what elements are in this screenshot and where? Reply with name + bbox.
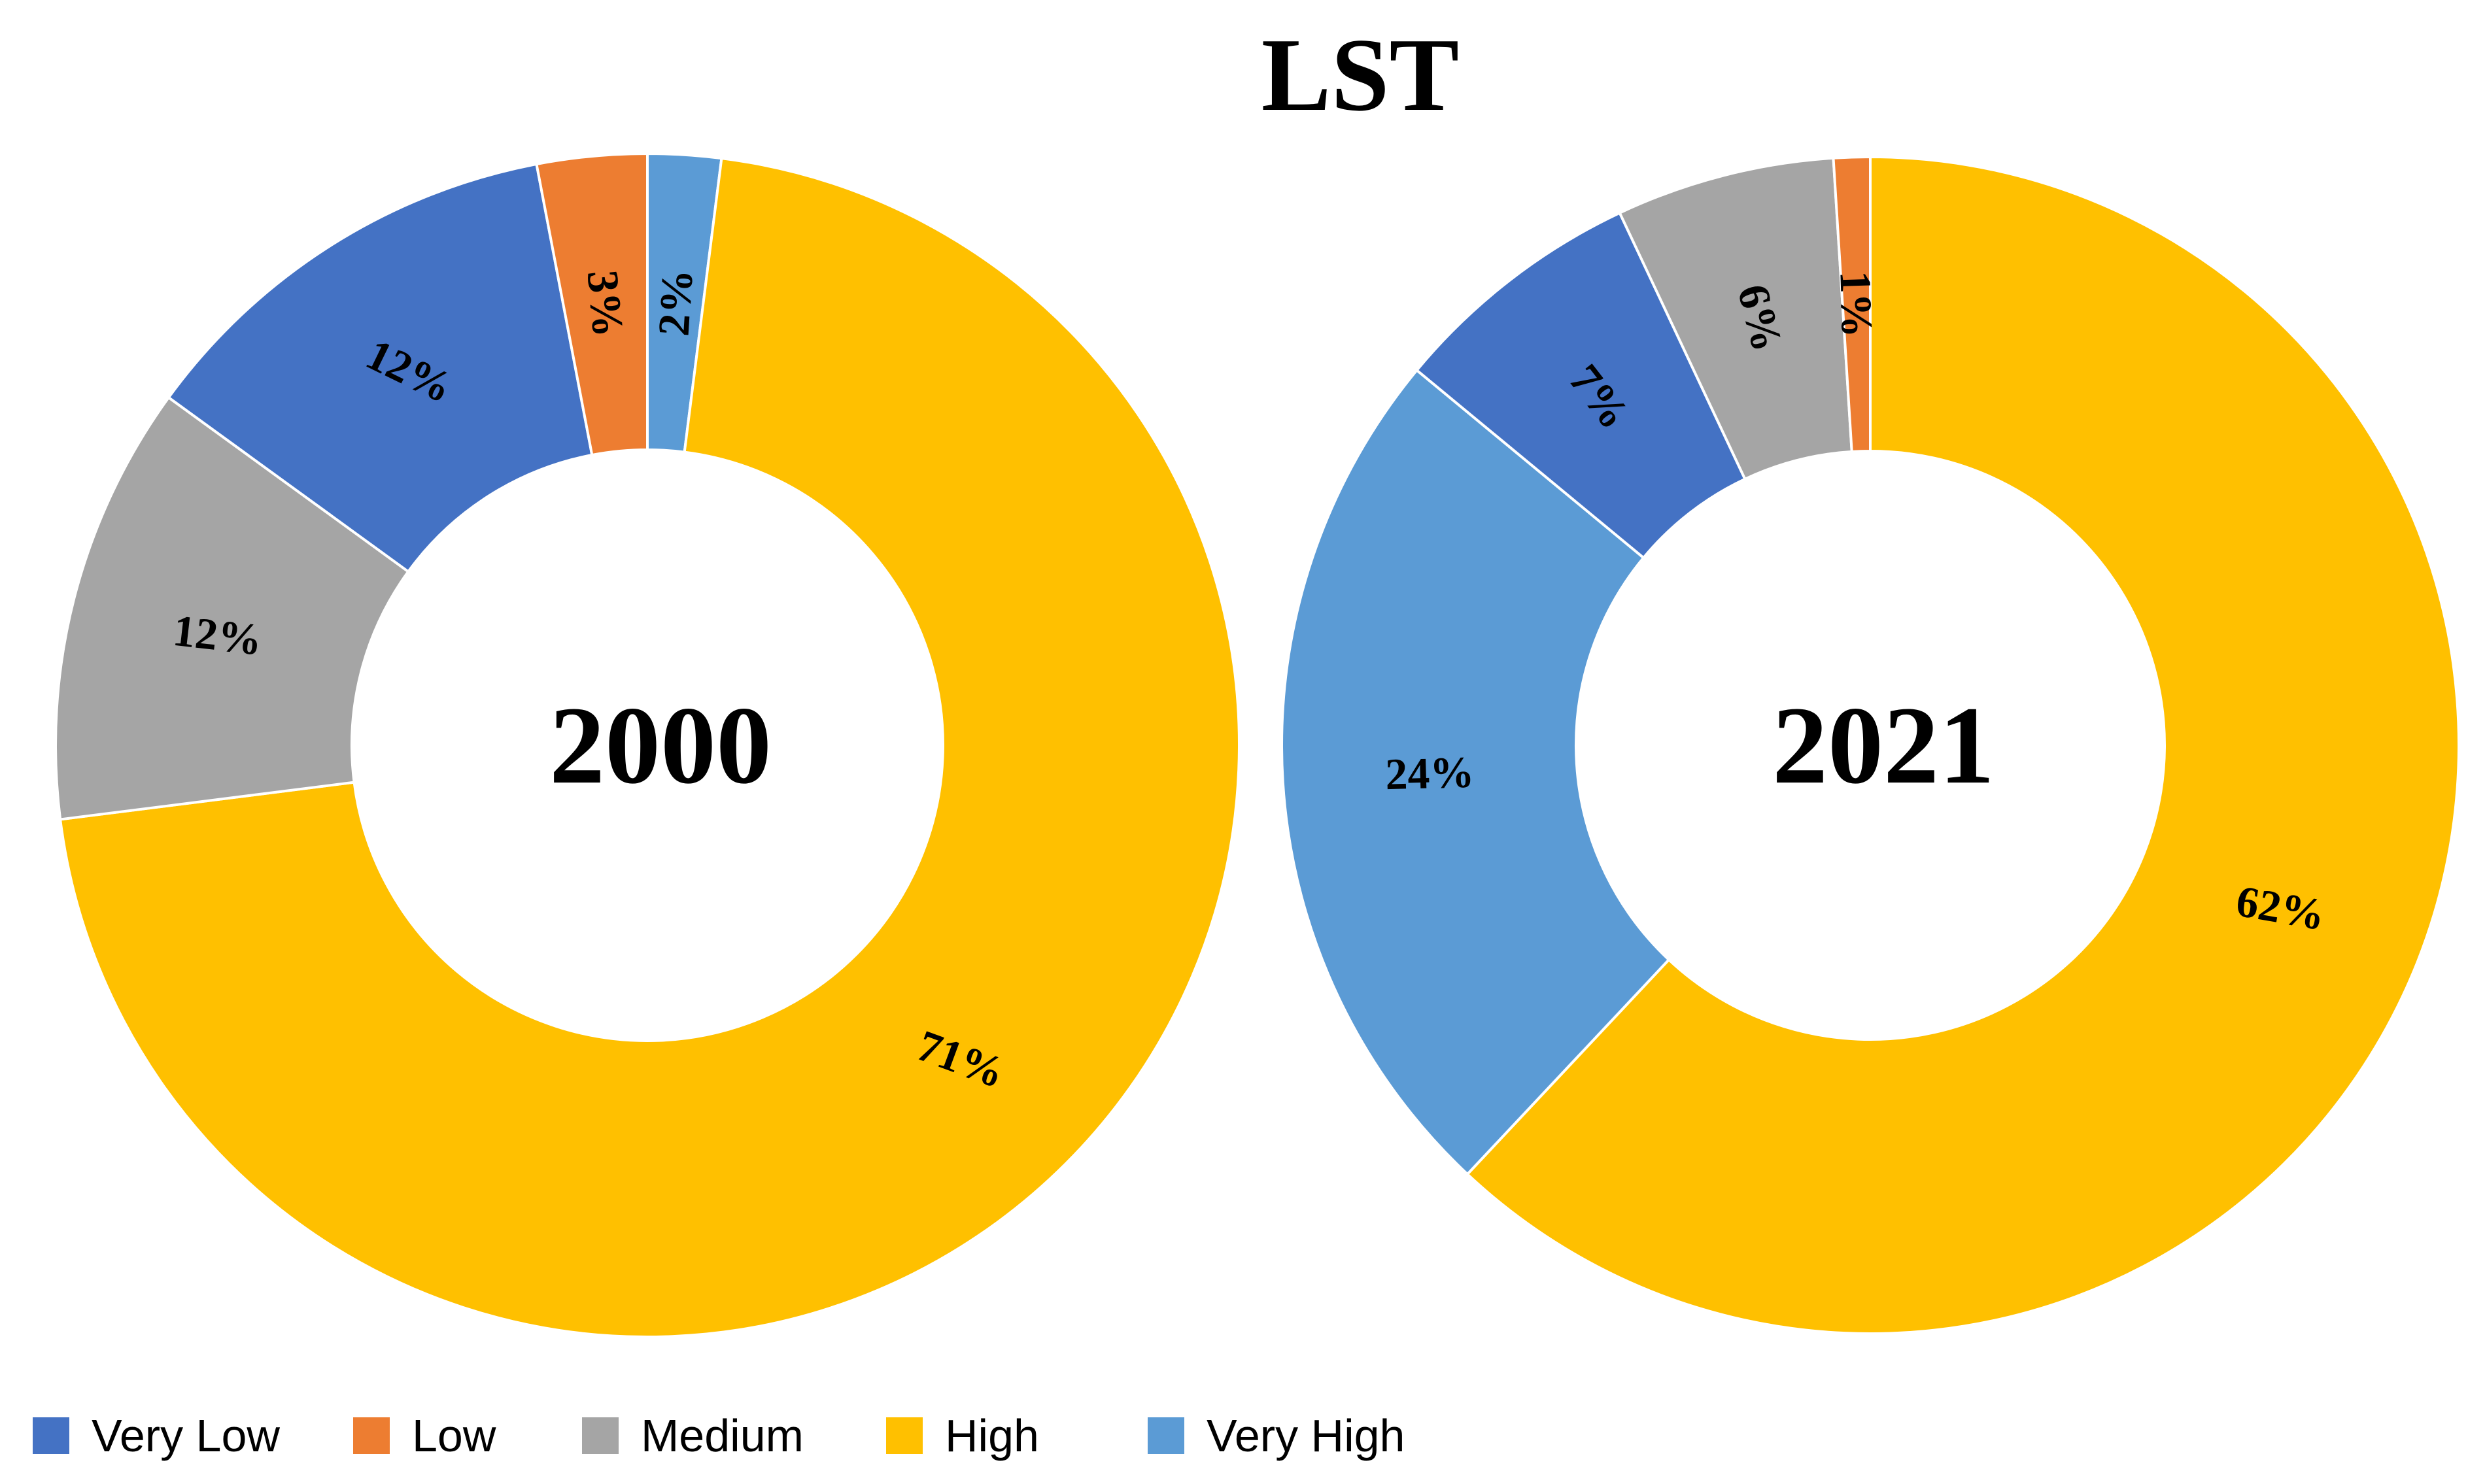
chart-title: LST [1261,16,1459,133]
legend-label-very-low: Very Low [92,1410,280,1461]
legend: Very Low Low Medium High Very High [33,1410,1405,1461]
slice-label-2021-very-high: 24% [1384,747,1475,799]
donut-2021: 62%24%7%6% 1%2021 [1280,155,2460,1335]
legend-swatch-high [886,1417,923,1454]
slice-2021-very-high [1280,368,1671,1176]
legend-label-very-high: Very High [1207,1410,1405,1461]
slice-label-2000-very-high: 2% [648,268,702,338]
slice-2021-low [1832,155,1872,454]
legend-swatch-medium [582,1417,619,1454]
legend-label-high: High [945,1410,1039,1461]
slice-2000-medium [54,396,411,821]
legend-label-low: Low [412,1410,496,1461]
slice-2000-very-low [167,162,594,574]
legend-swatch-very-low [33,1417,69,1454]
slice-2000-high [58,156,1241,1338]
slice-2021-high [1465,155,2460,1335]
slice-2000-low [535,152,649,457]
donut-2000: 2%71%12%12%3%2000 [54,152,1241,1338]
center-label-2021: 2021 [1772,684,1995,807]
legend-swatch-very-high [1148,1417,1184,1454]
slice-label-2000-low: 3% [578,268,634,339]
legend-label-medium: Medium [641,1410,804,1461]
legend-swatch-low [353,1417,390,1454]
slice-label-2021-low: 1% [1830,270,1882,338]
slice-label-2000-medium: 12% [171,605,265,665]
center-label-2000: 2000 [549,684,772,807]
